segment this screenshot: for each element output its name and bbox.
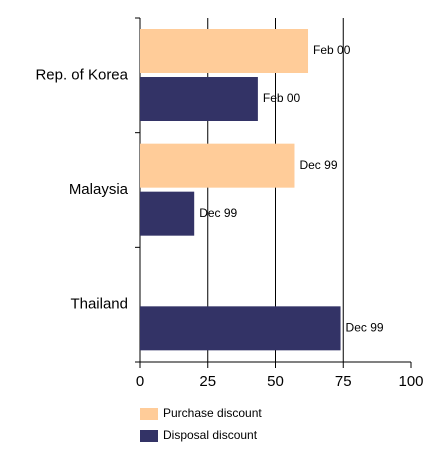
bar-annotation: Dec 99 (346, 321, 384, 335)
bar (140, 143, 295, 188)
bar-annotation: Dec 99 (199, 206, 237, 220)
bar (140, 191, 195, 236)
legend-swatch (140, 430, 158, 442)
bar-annotation: Feb 00 (313, 43, 351, 57)
y-tick-label: Thailand (70, 296, 128, 313)
x-tick-label: 0 (136, 373, 144, 390)
x-tick-label: 100 (398, 373, 423, 390)
y-tick-label: Malaysia (69, 181, 129, 198)
x-tick-label: 25 (199, 373, 216, 390)
legend-label: Purchase discount (163, 406, 262, 420)
x-tick-label: 75 (335, 373, 352, 390)
bar-annotation: Dec 99 (299, 158, 337, 172)
bar (140, 306, 341, 351)
bar (140, 29, 309, 73)
y-tick-label: Rep. of Korea (35, 66, 128, 83)
bar (140, 77, 258, 121)
x-tick-label: 50 (267, 373, 284, 390)
legend-swatch (140, 408, 158, 420)
bar-annotation: Feb 00 (263, 91, 301, 105)
legend-label: Disposal discount (163, 428, 258, 442)
